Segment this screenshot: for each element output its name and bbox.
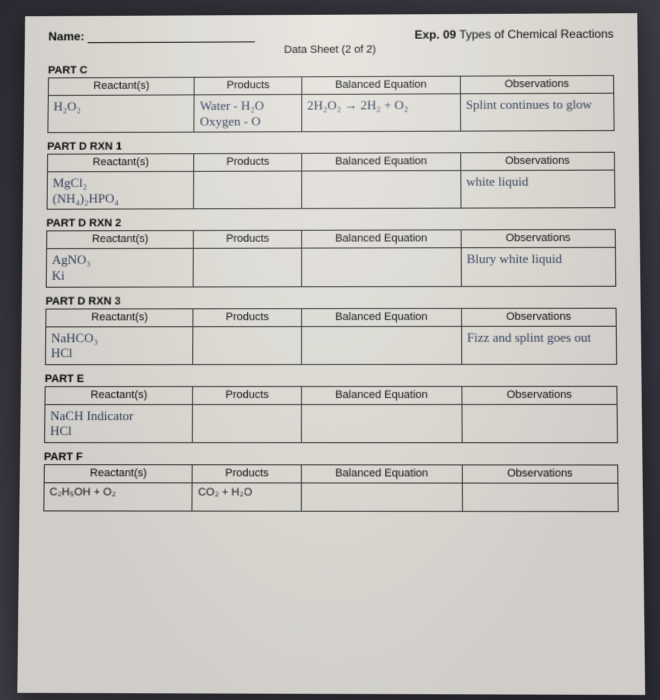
- partD3-obs: Fizz and splint goes out: [461, 326, 616, 364]
- partD2-obs: Blury white liquid: [461, 248, 616, 286]
- partE-obs: [462, 404, 618, 442]
- col-equation: Balanced Equation: [301, 465, 462, 483]
- partD3-reactants: NaHCO₃ HCl: [45, 326, 193, 364]
- sheet-title: Data Sheet (2 of 2): [48, 43, 614, 57]
- col-products: Products: [193, 386, 301, 404]
- partD1-products: [194, 171, 302, 209]
- col-observations: Observations: [461, 230, 615, 248]
- partC-reactants: H₂O₂: [48, 95, 195, 133]
- partD3-label: PART D RXN 3: [46, 294, 617, 307]
- col-reactants: Reactant(s): [48, 77, 194, 95]
- partE-equation: [301, 404, 462, 442]
- partC-products: Water - H₂O Oxygen - O: [194, 94, 301, 132]
- col-observations: Observations: [461, 308, 616, 326]
- partE-table: Reactant(s) Products Balanced Equation O…: [44, 386, 618, 444]
- partE-label: PART E: [45, 373, 618, 385]
- col-reactants: Reactant(s): [45, 386, 193, 404]
- partC-obs: Splint continues to glow: [460, 93, 614, 131]
- partC-equation: 2H₂O₂ → 2H₂ + O₂: [302, 94, 461, 132]
- partF-reactants: C₂H₅OH + O₂: [44, 483, 193, 511]
- col-equation: Balanced Equation: [302, 230, 461, 248]
- partD1-equation: [302, 171, 461, 209]
- name-underline: [87, 31, 254, 43]
- partD1-table: Reactant(s) Products Balanced Equation O…: [47, 152, 616, 210]
- col-reactants: Reactant(s): [47, 154, 194, 172]
- col-reactants: Reactant(s): [44, 465, 192, 483]
- col-equation: Balanced Equation: [302, 153, 461, 171]
- partC-table: Reactant(s) Products Balanced Equation O…: [47, 75, 614, 133]
- partD2-products: [194, 248, 302, 286]
- partD2-label: PART D RXN 2: [46, 216, 615, 229]
- partD3-equation: [301, 326, 461, 364]
- experiment-label: Exp. 09 Types of Chemical Reactions: [414, 27, 613, 42]
- col-equation: Balanced Equation: [301, 308, 461, 326]
- col-products: Products: [193, 308, 301, 326]
- exp-number: Exp. 09: [414, 28, 456, 42]
- partF-label: PART F: [44, 451, 618, 463]
- name-text: Name:: [48, 30, 84, 44]
- partD1-reactants: MgCl₂ (NH₄)₂HPO₄: [47, 172, 194, 210]
- col-reactants: Reactant(s): [47, 231, 194, 249]
- col-reactants: Reactant(s): [46, 308, 194, 326]
- col-products: Products: [195, 77, 302, 95]
- partC-label: PART C: [48, 62, 614, 76]
- col-equation: Balanced Equation: [302, 76, 461, 94]
- col-observations: Observations: [462, 386, 617, 404]
- partD2-equation: [302, 248, 462, 286]
- col-observations: Observations: [461, 152, 615, 170]
- col-observations: Observations: [460, 75, 614, 93]
- partF-obs: [462, 483, 618, 511]
- partF-products: CO₂ + H₂O: [192, 483, 301, 511]
- col-products: Products: [194, 154, 302, 172]
- partF-equation: [301, 483, 462, 511]
- header-row: Name: Exp. 09 Types of Chemical Reaction…: [48, 27, 613, 43]
- col-products: Products: [194, 231, 302, 249]
- partD1-label: PART D RXN 1: [47, 139, 615, 153]
- worksheet-paper: Name: Exp. 09 Types of Chemical Reaction…: [17, 13, 645, 695]
- name-label: Name:: [48, 29, 254, 44]
- partD2-reactants: AgNO₃ Ki: [46, 249, 193, 287]
- partE-products: [193, 404, 302, 442]
- partD3-products: [193, 326, 301, 364]
- col-products: Products: [193, 465, 302, 483]
- col-observations: Observations: [462, 465, 618, 483]
- partD2-table: Reactant(s) Products Balanced Equation O…: [46, 229, 617, 287]
- exp-title: Types of Chemical Reactions: [459, 27, 613, 41]
- partD3-table: Reactant(s) Products Balanced Equation O…: [45, 307, 617, 365]
- partF-table: Reactant(s) Products Balanced Equation O…: [43, 464, 618, 512]
- partE-reactants: NaCH Indicator HCl: [45, 404, 193, 442]
- partD1-obs: white liquid: [461, 170, 615, 208]
- col-equation: Balanced Equation: [301, 386, 461, 404]
